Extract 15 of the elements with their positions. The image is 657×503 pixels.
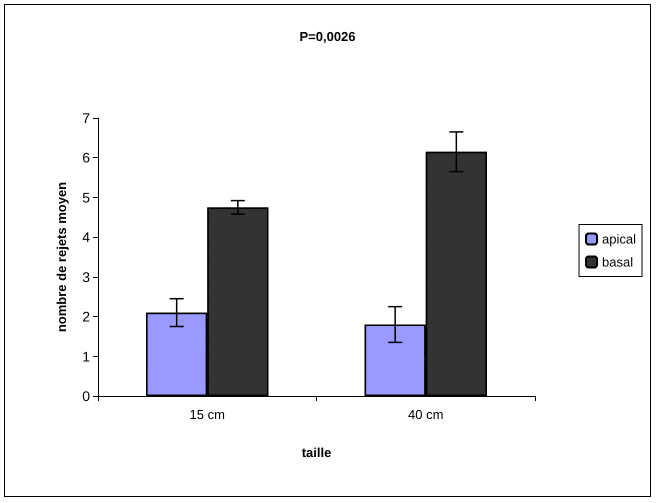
y-tick-label: 4 bbox=[82, 229, 90, 246]
legend-label: basal bbox=[602, 254, 634, 270]
y-tick-label: 7 bbox=[82, 110, 90, 126]
x-tick-label: 40 cm bbox=[408, 407, 444, 422]
y-tick-label: 6 bbox=[82, 150, 90, 166]
legend-label: apical bbox=[602, 232, 636, 246]
x-axis-title: taille bbox=[302, 445, 332, 460]
x-tick-label: 15 cm bbox=[190, 407, 225, 422]
y-tick-label: 0 bbox=[82, 388, 90, 404]
y-axis-title: nombre de rejets moyen bbox=[54, 182, 69, 332]
y-tick-label: 2 bbox=[82, 308, 90, 325]
y-tick-label: 1 bbox=[82, 348, 90, 364]
chart-title: P=0,0026 bbox=[299, 29, 356, 44]
y-tick-label: 3 bbox=[82, 268, 90, 285]
y-tick-label: 5 bbox=[82, 189, 90, 206]
